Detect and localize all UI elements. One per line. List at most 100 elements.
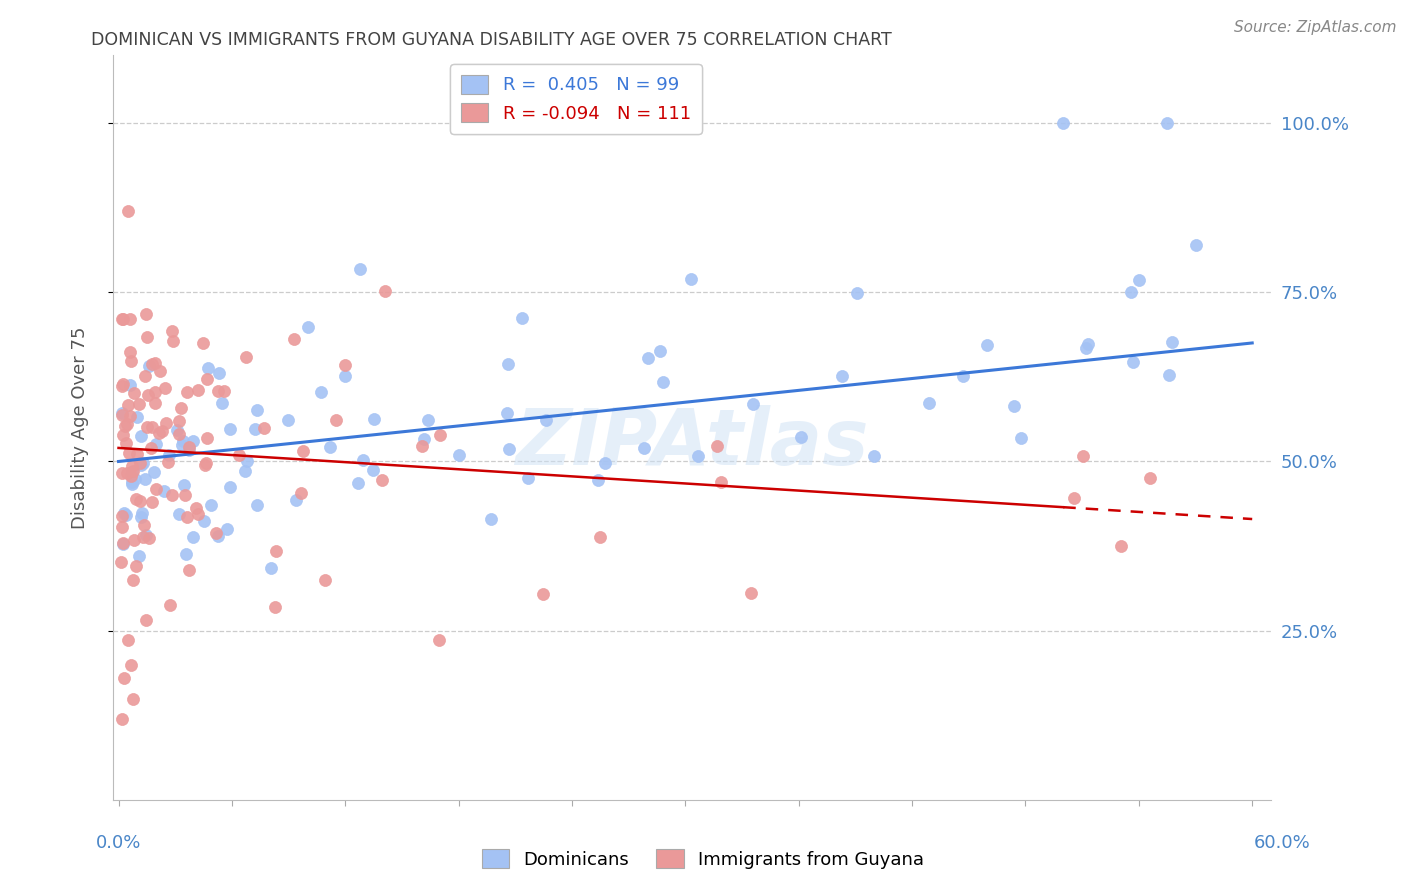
Point: [129, 509, 152, 524]
Point: [114, 436, 136, 450]
Point: [111, 508, 134, 523]
Point: [335, 358, 357, 372]
Point: [121, 459, 143, 474]
Point: [120, 657, 142, 672]
Point: [155, 417, 177, 431]
Point: [148, 426, 170, 441]
Point: [160, 324, 183, 338]
Point: [176, 509, 198, 524]
Point: [181, 530, 204, 544]
Text: 60.0%: 60.0%: [1254, 834, 1310, 852]
Point: [917, 396, 939, 410]
Point: [111, 537, 134, 551]
Point: [233, 464, 256, 478]
Point: [162, 488, 184, 502]
Point: [195, 372, 218, 386]
Point: [120, 378, 142, 392]
Point: [1161, 335, 1184, 350]
Point: [352, 453, 374, 467]
Point: [219, 480, 242, 494]
Point: [115, 417, 138, 431]
Point: [117, 398, 139, 412]
Point: [710, 475, 733, 489]
Point: [112, 506, 135, 520]
Point: [111, 466, 134, 480]
Point: [187, 383, 209, 397]
Point: [125, 559, 148, 574]
Point: [114, 419, 136, 434]
Point: [531, 587, 554, 601]
Point: [789, 430, 811, 444]
Point: [173, 478, 195, 492]
Point: [143, 384, 166, 399]
Point: [134, 472, 156, 486]
Text: ZIPAtlas: ZIPAtlas: [515, 404, 869, 481]
Legend: R =  0.405   N = 99, R = -0.094   N = 111: R = 0.405 N = 99, R = -0.094 N = 111: [450, 64, 702, 134]
Text: DOMINICAN VS IMMIGRANTS FROM GUYANA DISABILITY AGE OVER 75 CORRELATION CHART: DOMINICAN VS IMMIGRANTS FROM GUYANA DISA…: [91, 31, 893, 49]
Point: [1119, 285, 1142, 299]
Point: [1156, 116, 1178, 130]
Point: [111, 535, 134, 549]
Point: [141, 419, 163, 434]
Point: [136, 388, 159, 402]
Point: [125, 447, 148, 461]
Point: [124, 472, 146, 486]
Point: [134, 368, 156, 383]
Point: [118, 409, 141, 423]
Point: [141, 495, 163, 509]
Point: [418, 413, 440, 427]
Point: [122, 533, 145, 547]
Point: [141, 357, 163, 371]
Point: [121, 464, 143, 478]
Point: [131, 506, 153, 520]
Point: [246, 403, 269, 417]
Point: [371, 473, 394, 487]
Point: [208, 366, 231, 380]
Point: [204, 525, 226, 540]
Point: [132, 457, 155, 471]
Point: [496, 357, 519, 371]
Point: [1077, 336, 1099, 351]
Point: [167, 414, 190, 428]
Point: [117, 203, 139, 218]
Point: [264, 600, 287, 615]
Point: [588, 473, 610, 487]
Point: [134, 518, 156, 533]
Point: [170, 401, 193, 415]
Point: [135, 307, 157, 321]
Point: [1139, 471, 1161, 485]
Point: [118, 344, 141, 359]
Point: [291, 444, 314, 458]
Point: [195, 432, 218, 446]
Point: [536, 413, 558, 427]
Point: [207, 529, 229, 543]
Point: [1157, 368, 1180, 383]
Point: [510, 310, 533, 325]
Point: [314, 573, 336, 587]
Point: [162, 334, 184, 349]
Point: [479, 512, 502, 526]
Point: [1002, 399, 1025, 413]
Point: [319, 441, 342, 455]
Point: [135, 527, 157, 541]
Point: [167, 427, 190, 442]
Point: [429, 633, 451, 648]
Point: [412, 432, 434, 446]
Point: [197, 360, 219, 375]
Point: [637, 351, 659, 365]
Point: [495, 406, 517, 420]
Point: [111, 712, 134, 726]
Point: [688, 450, 710, 464]
Point: [143, 465, 166, 479]
Point: [1063, 491, 1085, 505]
Point: [112, 671, 135, 685]
Point: [170, 437, 193, 451]
Point: [149, 364, 172, 378]
Point: [110, 555, 132, 569]
Point: [135, 613, 157, 627]
Point: [236, 454, 259, 468]
Point: [1128, 272, 1150, 286]
Point: [193, 514, 215, 528]
Point: [127, 410, 149, 425]
Point: [141, 441, 163, 455]
